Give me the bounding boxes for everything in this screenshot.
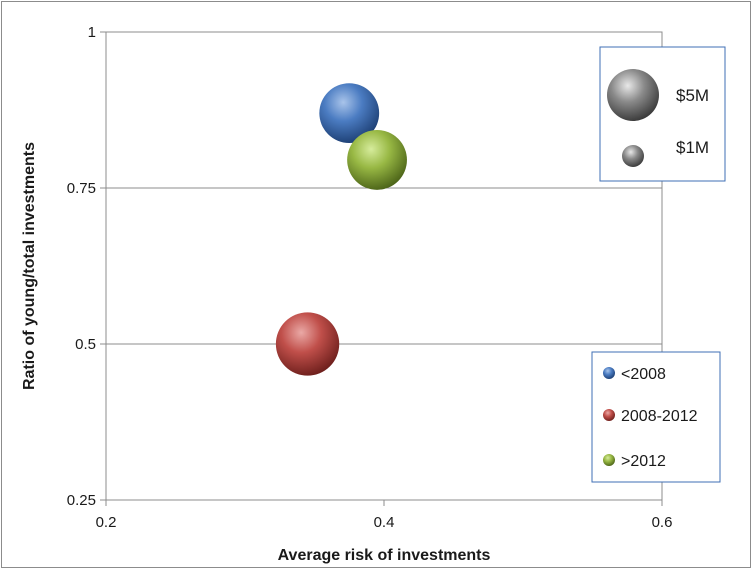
bubble-lt2008 bbox=[319, 83, 380, 144]
y-tick-labels: 0.25 0.5 0.75 1 bbox=[67, 24, 106, 509]
size-legend-5m-bubble bbox=[607, 69, 659, 121]
plot-area bbox=[105, 31, 663, 501]
x-tick-label: 0.2 bbox=[96, 514, 117, 531]
size-legend-1m-label: $1M bbox=[676, 138, 709, 157]
size-legend: $5M $1M bbox=[599, 46, 726, 182]
y-tick-label: 1 bbox=[88, 24, 96, 41]
legend-marker-gt2012 bbox=[603, 454, 615, 466]
y-tick-label: 0.75 bbox=[67, 180, 96, 197]
size-legend-5m-label: $5M bbox=[676, 86, 709, 105]
x-tick-labels: 0.2 0.4 0.6 bbox=[96, 500, 673, 531]
legend-marker-2008-2012 bbox=[603, 409, 615, 421]
legend-label-2008-2012: 2008-2012 bbox=[621, 408, 698, 425]
legend-label-gt2012: >2012 bbox=[621, 453, 666, 470]
y-axis-title: Ratio of young/total investments bbox=[21, 142, 38, 390]
series-legend: <2008 2008-2012 >2012 bbox=[591, 351, 721, 483]
bubble-gt2012 bbox=[347, 130, 407, 190]
y-tick-label: 0.25 bbox=[67, 492, 96, 509]
x-axis-title: Average risk of investments bbox=[278, 547, 491, 564]
size-legend-1m-bubble bbox=[622, 145, 644, 167]
legend-label-lt2008: <2008 bbox=[621, 366, 666, 383]
x-tick-label: 0.4 bbox=[374, 514, 395, 531]
bubble-2008-2012 bbox=[275, 312, 340, 376]
gridlines bbox=[106, 187, 662, 345]
y-tick-label: 0.5 bbox=[75, 336, 96, 353]
legend-marker-lt2008 bbox=[603, 367, 615, 379]
bubbles bbox=[275, 83, 407, 376]
x-tick-label: 0.6 bbox=[652, 514, 673, 531]
